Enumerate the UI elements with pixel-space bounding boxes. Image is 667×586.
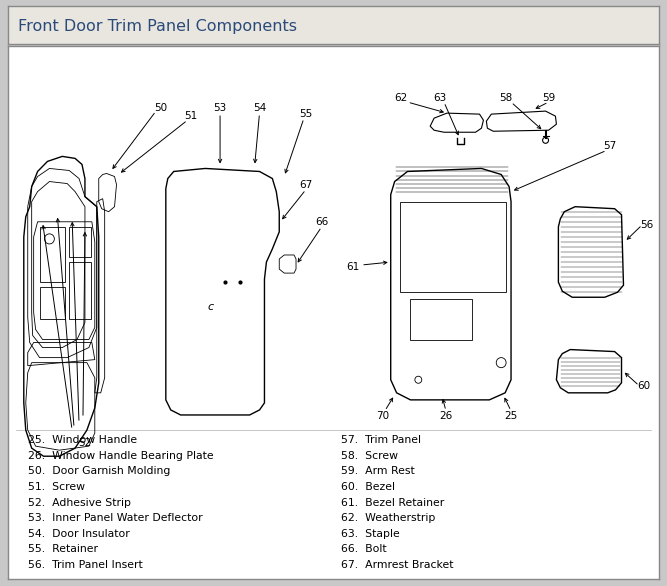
Text: 54.  Door Insulator: 54. Door Insulator (28, 529, 129, 539)
Text: 50: 50 (154, 103, 167, 113)
Text: 26: 26 (440, 411, 453, 421)
Text: 58.  Screw: 58. Screw (342, 451, 398, 461)
Text: 25.  Window Handle: 25. Window Handle (28, 435, 137, 445)
Text: 67.  Armrest Bracket: 67. Armrest Bracket (342, 560, 454, 570)
Text: 54: 54 (253, 103, 266, 113)
Text: 63.  Staple: 63. Staple (342, 529, 400, 539)
Text: 66: 66 (315, 217, 328, 227)
Text: 60: 60 (638, 381, 651, 391)
Text: 61.  Bezel Retainer: 61. Bezel Retainer (342, 498, 445, 507)
Text: 52.  Adhesive Strip: 52. Adhesive Strip (28, 498, 131, 507)
Text: 63: 63 (434, 93, 447, 103)
Text: 62: 62 (394, 93, 407, 103)
Text: 51.  Screw: 51. Screw (28, 482, 85, 492)
Text: 51: 51 (184, 111, 197, 121)
Text: 50.  Door Garnish Molding: 50. Door Garnish Molding (28, 466, 170, 476)
Text: c: c (207, 302, 213, 312)
Text: 55.  Retainer: 55. Retainer (28, 544, 98, 554)
Text: 57: 57 (603, 141, 616, 151)
Text: 62.  Weatherstrip: 62. Weatherstrip (342, 513, 436, 523)
Text: 58: 58 (500, 93, 513, 103)
Text: 59.  Arm Rest: 59. Arm Rest (342, 466, 415, 476)
Text: 61: 61 (347, 262, 360, 272)
Text: 70: 70 (376, 411, 390, 421)
Text: 60.  Bezel: 60. Bezel (342, 482, 396, 492)
Text: 52: 52 (78, 438, 91, 448)
Text: 67: 67 (299, 179, 313, 189)
Text: 26.  Window Handle Bearing Plate: 26. Window Handle Bearing Plate (28, 451, 213, 461)
Text: 53.  Inner Panel Water Deflector: 53. Inner Panel Water Deflector (28, 513, 202, 523)
Text: 53: 53 (213, 103, 227, 113)
Text: 66.  Bolt: 66. Bolt (342, 544, 387, 554)
Text: 59: 59 (542, 93, 555, 103)
Text: 56.  Trim Panel Insert: 56. Trim Panel Insert (28, 560, 143, 570)
Text: 56: 56 (640, 220, 654, 230)
Text: 57.  Trim Panel: 57. Trim Panel (342, 435, 422, 445)
Text: 55: 55 (299, 109, 313, 119)
Text: Front Door Trim Panel Components: Front Door Trim Panel Components (18, 19, 297, 35)
Text: 25: 25 (504, 411, 518, 421)
